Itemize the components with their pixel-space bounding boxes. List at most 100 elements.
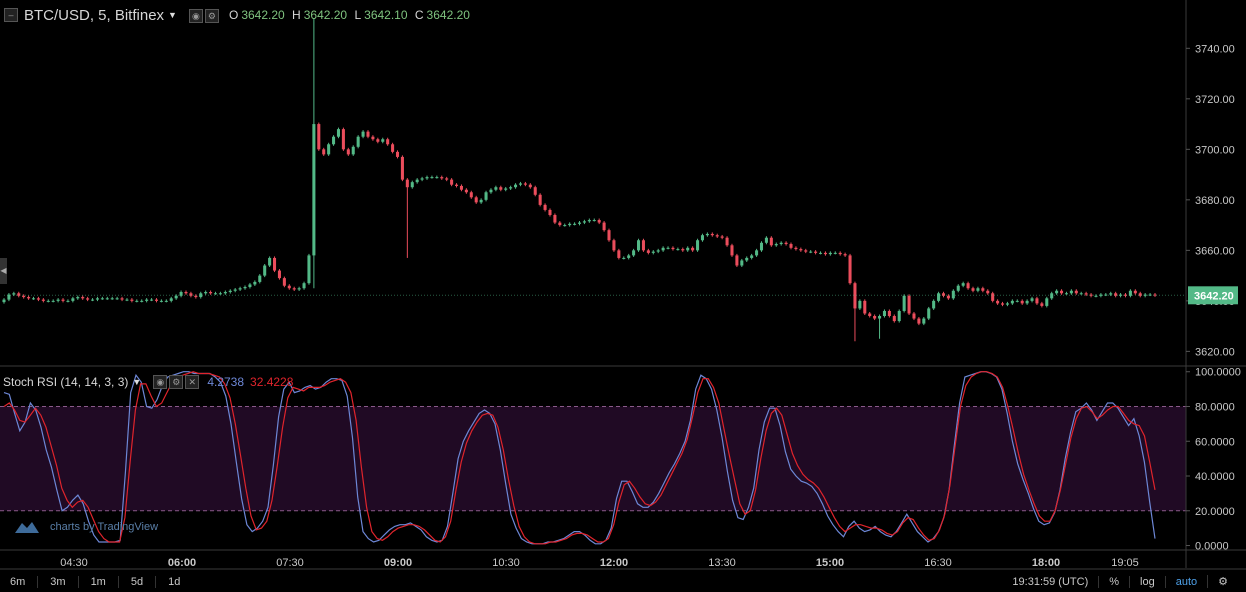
- candle[interactable]: [213, 293, 218, 295]
- candle[interactable]: [553, 214, 557, 223]
- candle[interactable]: [46, 300, 50, 302]
- candle[interactable]: [292, 288, 296, 290]
- candle[interactable]: [700, 235, 704, 241]
- candle[interactable]: [1143, 294, 1147, 296]
- candle[interactable]: [932, 300, 936, 309]
- candle[interactable]: [873, 316, 877, 319]
- indicator-dropdown-icon[interactable]: ▼: [132, 376, 142, 387]
- candle[interactable]: [976, 288, 980, 291]
- candle[interactable]: [518, 183, 522, 185]
- candle[interactable]: [917, 318, 921, 324]
- candle[interactable]: [179, 292, 183, 296]
- candle[interactable]: [376, 139, 380, 142]
- candle[interactable]: [302, 283, 306, 289]
- candle[interactable]: [356, 136, 360, 147]
- candle[interactable]: [218, 293, 222, 295]
- candle[interactable]: [814, 251, 818, 253]
- candle[interactable]: [140, 300, 144, 302]
- candle[interactable]: [86, 298, 90, 300]
- collapse-legend-icon[interactable]: –: [4, 8, 18, 22]
- candle[interactable]: [1089, 294, 1093, 296]
- candle[interactable]: [1079, 293, 1083, 295]
- candle[interactable]: [597, 220, 601, 223]
- candle[interactable]: [366, 131, 370, 137]
- candle[interactable]: [509, 187, 513, 189]
- candle[interactable]: [440, 177, 444, 179]
- gear-icon[interactable]: ⚙: [204, 9, 219, 23]
- candle[interactable]: [1099, 294, 1103, 296]
- candle[interactable]: [154, 299, 159, 301]
- candle[interactable]: [991, 293, 995, 301]
- candle[interactable]: [332, 136, 336, 145]
- candle[interactable]: [725, 237, 729, 246]
- candle[interactable]: [592, 220, 596, 222]
- candle[interactable]: [676, 249, 680, 251]
- candle[interactable]: [710, 233, 714, 236]
- candle[interactable]: [371, 136, 375, 140]
- candle[interactable]: [666, 247, 670, 249]
- candle[interactable]: [641, 240, 645, 251]
- candle[interactable]: [927, 308, 931, 319]
- candle[interactable]: [1020, 300, 1024, 304]
- candle[interactable]: [799, 249, 803, 251]
- stoch-rsi-plot[interactable]: [3, 371, 1156, 545]
- candle[interactable]: [435, 177, 439, 179]
- candle[interactable]: [346, 149, 350, 155]
- candle[interactable]: [12, 293, 16, 295]
- candle[interactable]: [764, 237, 768, 243]
- candle[interactable]: [430, 177, 434, 179]
- candle[interactable]: [494, 187, 498, 190]
- candle[interactable]: [450, 179, 454, 185]
- candle[interactable]: [61, 299, 65, 301]
- candle[interactable]: [543, 204, 547, 210]
- gear-icon[interactable]: ⚙: [169, 375, 184, 389]
- timeframe-1d[interactable]: 1d: [168, 576, 181, 588]
- candle[interactable]: [145, 299, 149, 301]
- candle[interactable]: [484, 192, 488, 200]
- candle[interactable]: [735, 255, 739, 266]
- candle[interactable]: [577, 222, 582, 224]
- candle[interactable]: [533, 187, 537, 195]
- candle[interactable]: [1060, 290, 1064, 294]
- candle[interactable]: [327, 144, 331, 155]
- candle[interactable]: [1084, 293, 1088, 295]
- close-icon[interactable]: ✕: [185, 375, 200, 389]
- candle[interactable]: [1153, 294, 1157, 296]
- candle[interactable]: [194, 295, 198, 298]
- candle[interactable]: [804, 250, 808, 252]
- candle[interactable]: [759, 242, 764, 251]
- candle[interactable]: [253, 281, 257, 285]
- candle[interactable]: [794, 247, 798, 250]
- candle[interactable]: [769, 237, 773, 246]
- candle[interactable]: [617, 250, 621, 258]
- candle[interactable]: [351, 146, 355, 155]
- candle[interactable]: [1010, 300, 1014, 304]
- candle[interactable]: [823, 252, 827, 255]
- candle[interactable]: [76, 297, 80, 299]
- timeframe-1m[interactable]: 1m: [91, 576, 119, 588]
- candle[interactable]: [951, 290, 955, 299]
- candle[interactable]: [971, 288, 975, 291]
- candle[interactable]: [336, 129, 341, 137]
- candle[interactable]: [941, 293, 946, 296]
- candle[interactable]: [843, 254, 847, 256]
- candle[interactable]: [459, 185, 463, 190]
- candle[interactable]: [986, 290, 990, 294]
- candle[interactable]: [479, 199, 483, 203]
- candle[interactable]: [2, 299, 6, 303]
- candle[interactable]: [573, 223, 577, 225]
- candle[interactable]: [169, 298, 173, 301]
- candle[interactable]: [41, 299, 45, 301]
- candle[interactable]: [268, 257, 272, 266]
- candle[interactable]: [922, 318, 926, 324]
- candle[interactable]: [1114, 293, 1118, 296]
- candle[interactable]: [848, 255, 852, 284]
- scroll-left-handle[interactable]: ◀: [0, 258, 7, 284]
- candle[interactable]: [91, 299, 95, 301]
- candle[interactable]: [996, 300, 1000, 304]
- candle[interactable]: [514, 184, 518, 188]
- candle[interactable]: [784, 242, 788, 245]
- candle[interactable]: [887, 310, 891, 317]
- candle[interactable]: [199, 293, 203, 298]
- candle[interactable]: [755, 250, 759, 256]
